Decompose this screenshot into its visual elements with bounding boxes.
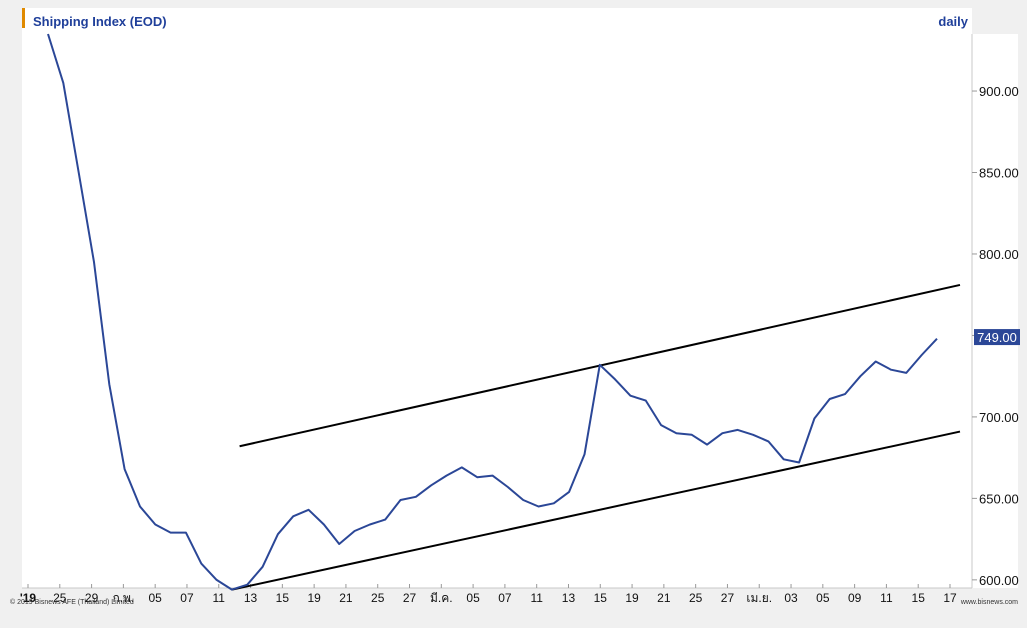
y-tick-label: 700.00 bbox=[979, 410, 1019, 425]
x-tick-label: 09 bbox=[848, 591, 862, 605]
plot-background bbox=[22, 8, 972, 588]
x-tick-label: 15 bbox=[912, 591, 926, 605]
series-line bbox=[47, 33, 938, 591]
x-tick-label: 07 bbox=[498, 591, 512, 605]
y-tick-label: 650.00 bbox=[979, 491, 1019, 506]
title-accent-bar bbox=[22, 8, 25, 28]
x-tick-label: 19 bbox=[307, 591, 321, 605]
x-tick-label: ก.พ. bbox=[112, 591, 134, 605]
x-tick-label: 11 bbox=[213, 591, 226, 605]
x-tick-label: 17 bbox=[943, 591, 957, 605]
x-tick-label: 07 bbox=[180, 591, 194, 605]
copyright-note: © 2019 Bisnews AFE (Thailand) Limited bbox=[10, 598, 134, 606]
website-note: www.bisnews.com bbox=[960, 599, 1018, 606]
x-tick-label: 05 bbox=[816, 591, 830, 605]
x-tick-label: 25 bbox=[53, 591, 67, 605]
x-tick-label: 05 bbox=[148, 591, 162, 605]
x-tick-label: 15 bbox=[594, 591, 608, 605]
x-tick-label: 21 bbox=[339, 591, 353, 605]
x-tick-label: 13 bbox=[244, 591, 258, 605]
x-tick-label: 27 bbox=[403, 591, 417, 605]
x-tick-label: 27 bbox=[721, 591, 735, 605]
x-tick-label: เม.ย. bbox=[746, 591, 772, 605]
y-axis-ticks: 600.00650.00700.00750.00800.00850.00900.… bbox=[972, 84, 1019, 588]
trendline bbox=[231, 430, 961, 591]
y-tick-label: 600.00 bbox=[979, 573, 1019, 588]
x-tick-label: 15 bbox=[276, 591, 290, 605]
x-tick-label: 25 bbox=[689, 591, 703, 605]
x-tick-label: 11 bbox=[530, 591, 543, 605]
chart-title: Shipping Index (EOD) bbox=[33, 14, 167, 29]
last-value-box bbox=[974, 329, 1020, 346]
x-tick-label: 25 bbox=[371, 591, 385, 605]
x-tick-label: 03 bbox=[784, 591, 798, 605]
y-tick-label: 800.00 bbox=[979, 247, 1019, 262]
x-axis-ticks: '19 25 29 ก.พ. 05 07 11 13 15 19 21 25 27 มี.ค. 05 07 11… bbox=[20, 584, 957, 605]
x-tick-label: '19 bbox=[20, 591, 37, 605]
x-tick-label: 19 bbox=[625, 591, 639, 605]
y-tick-label: 850.00 bbox=[979, 166, 1019, 181]
x-tick-label: 13 bbox=[562, 591, 576, 605]
x-tick-label: 05 bbox=[466, 591, 480, 605]
last-value-marker: 749.00 bbox=[974, 329, 1020, 346]
x-tick-label: 11 bbox=[880, 591, 893, 605]
x-tick-label: มี.ค. bbox=[430, 591, 453, 605]
last-value-label: 749.00 bbox=[977, 330, 1017, 345]
x-tick-label: 21 bbox=[657, 591, 671, 605]
period-label: daily bbox=[938, 14, 968, 29]
y-axis-background bbox=[972, 34, 1018, 588]
y-tick-label: 900.00 bbox=[979, 84, 1019, 99]
x-tick-label: 29 bbox=[85, 591, 99, 605]
